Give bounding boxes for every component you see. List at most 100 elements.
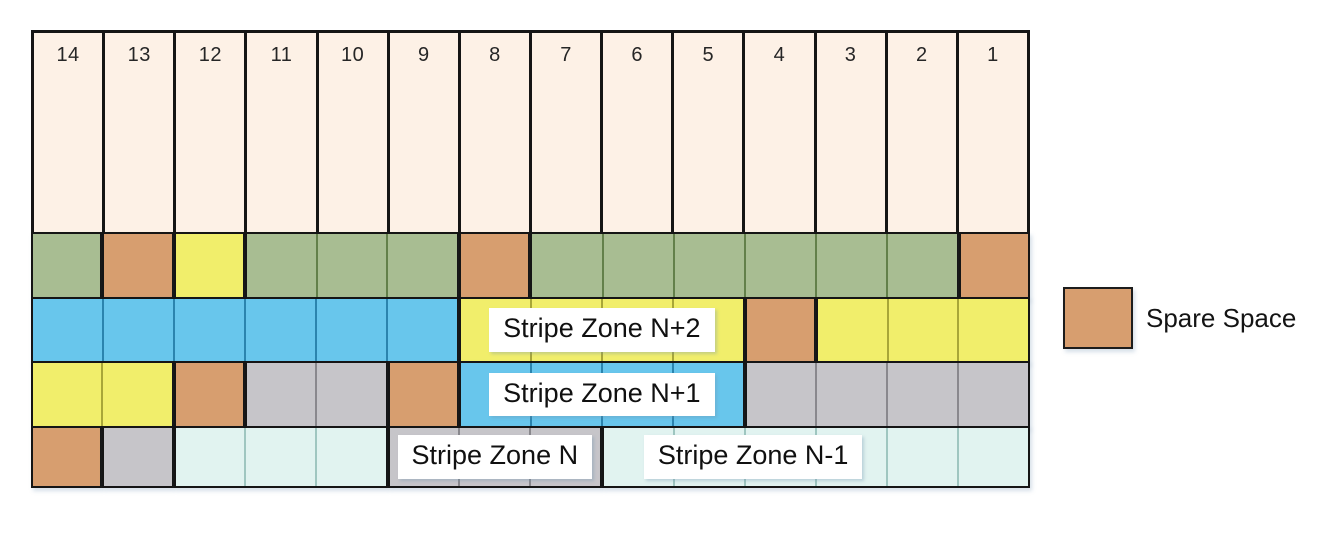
drive-column-number: 1 (987, 44, 999, 66)
zone-cell-green (318, 234, 389, 297)
zone-cell-gray (817, 363, 889, 426)
zone-group-gray-n: Stripe Zone N (387, 426, 602, 488)
zone-cell-gray (460, 428, 532, 486)
zone-cell-blue (175, 299, 247, 361)
zone-group-cyan-n_minus_1: Stripe Zone N-1 (601, 426, 1030, 488)
zone-cell-green (388, 234, 457, 297)
drive-column-header-14: 14 (31, 30, 106, 235)
drive-column-number: 4 (773, 44, 786, 66)
drive-column-number: 14 (56, 44, 80, 66)
drive-column-number: 12 (198, 44, 222, 66)
zone-cell-blue (674, 363, 743, 426)
zone-group-spare (31, 426, 103, 488)
row-zone-n: Stripe Zone N Stripe Zone N-1 (31, 426, 1030, 488)
zone-group-yellow (173, 232, 246, 299)
zone-cell-blue (603, 363, 674, 426)
drive-column-number: 13 (127, 44, 151, 66)
zone-group-spare (744, 297, 816, 363)
drive-header-row: 14 13 12 11 10 9 8 7 6 5 4 3 2 1 (31, 30, 1030, 235)
zone-cell-cyan (746, 428, 817, 486)
zone-cell-blue (532, 363, 603, 426)
zone-cell-blue (33, 299, 105, 361)
zone-cell-green (33, 234, 100, 297)
zone-group-yellow-n_plus_2: Stripe Zone N+2 (459, 297, 745, 363)
zone-cell-gray (390, 428, 461, 486)
legend-spare-swatch (1063, 287, 1133, 349)
drive-column-header-9: 9 (386, 30, 461, 235)
zone-cell-cyan (176, 428, 247, 486)
legend-label: Spare Space (1146, 302, 1297, 333)
zone-cell-green (604, 234, 675, 297)
zone-cell-green (888, 234, 957, 297)
zone-group-yellow (815, 297, 1030, 363)
zone-cell-gray (888, 363, 960, 426)
zone-group-spare (958, 232, 1030, 299)
drive-column-number: 10 (341, 44, 365, 66)
drive-column-header-10: 10 (315, 30, 390, 235)
zone-cell-spare (747, 299, 814, 361)
drive-column-number: 9 (417, 44, 430, 66)
zone-cell-yellow (532, 299, 603, 361)
zone-cell-blue (461, 363, 532, 426)
zone-cell-green (817, 234, 888, 297)
drive-column-header-2: 2 (884, 30, 959, 235)
zone-cell-yellow (674, 299, 743, 361)
zone-cell-cyan (888, 428, 959, 486)
drive-column-number: 8 (489, 44, 501, 66)
drive-column-header-12: 12 (173, 30, 248, 235)
drive-column-number: 5 (702, 44, 715, 66)
zone-cell-yellow (959, 299, 1028, 361)
drive-column-number: 2 (915, 44, 928, 66)
zone-group-gray (102, 426, 174, 488)
zone-cell-yellow (33, 363, 104, 426)
zone-group-green (31, 232, 103, 299)
zone-cell-cyan (817, 428, 888, 486)
zone-group-spare (102, 232, 174, 299)
zone-cell-gray (747, 363, 818, 426)
zone-cell-yellow (176, 234, 243, 297)
zone-cell-blue (104, 299, 176, 361)
zone-group-blue-n_plus_1: Stripe Zone N+1 (459, 361, 745, 428)
zone-group-gray (245, 361, 388, 428)
zone-cell-gray (317, 363, 385, 426)
zone-cell-blue (317, 299, 389, 361)
zone-cell-gray (959, 363, 1028, 426)
zone-cell-blue (246, 299, 318, 361)
row-zone-n1: Stripe Zone N+1 (31, 361, 1030, 428)
zone-cell-green (675, 234, 746, 297)
zone-cell-green (532, 234, 604, 297)
zone-cell-yellow (818, 299, 889, 361)
zone-group-green (245, 232, 460, 299)
zone-group-spare (459, 232, 531, 299)
zone-cell-gray (104, 428, 171, 486)
zone-cell-spare (33, 428, 100, 486)
drive-column-header-8: 8 (457, 30, 532, 235)
zone-cell-spare (176, 363, 243, 426)
zone-group-spare (387, 361, 460, 428)
drive-column-number: 3 (844, 44, 857, 66)
zone-group-gray (744, 361, 1030, 428)
drive-column-header-5: 5 (671, 30, 746, 235)
zone-group-cyan (173, 426, 388, 488)
drive-column-header-4: 4 (742, 30, 817, 235)
drive-column-header-1: 1 (955, 30, 1030, 235)
zone-cell-green (247, 234, 318, 297)
zone-cell-yellow (103, 363, 171, 426)
zone-cell-cyan (604, 428, 675, 486)
zone-cell-gray (247, 363, 318, 426)
drive-column-number: 11 (270, 44, 293, 66)
zone-cell-green (746, 234, 817, 297)
zone-cell-blue (388, 299, 457, 361)
drive-column-header-7: 7 (528, 30, 604, 235)
zone-cell-yellow (603, 299, 674, 361)
row-green (31, 232, 1030, 299)
zone-cell-spare (104, 234, 171, 297)
zone-cell-cyan (959, 428, 1028, 486)
drive-column-header-13: 13 (102, 30, 177, 235)
zone-cell-cyan (246, 428, 318, 486)
zone-group-spare (173, 361, 246, 428)
zone-cell-cyan (675, 428, 746, 486)
zone-group-green (530, 232, 959, 299)
zone-cell-cyan (317, 428, 386, 486)
legend: Spare Space (1063, 287, 1296, 349)
